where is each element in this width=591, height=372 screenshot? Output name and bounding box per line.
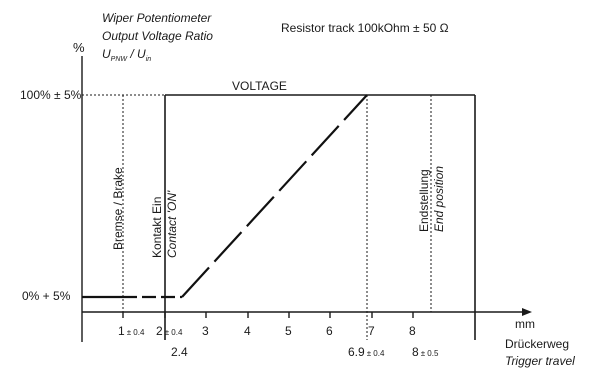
- y-tick-100: 100% ± 5%: [20, 88, 82, 102]
- x-tick-1: 1 ± 0.4: [118, 324, 145, 338]
- end-de-annotation: Endstellung: [417, 169, 431, 232]
- contact-en-annotation: Contact 'ON': [165, 190, 179, 258]
- x-tick-3: 3: [202, 324, 209, 338]
- y-axis-title-line1: Wiper Potentiometer: [102, 11, 212, 25]
- x-tick-5: 5: [285, 324, 292, 338]
- x-tick-4: 4: [244, 324, 251, 338]
- x-sub-6-9: 6.9 ± 0.4: [348, 345, 385, 359]
- x-axis-arrow: [522, 308, 532, 316]
- y-tick-0: 0% + 5%: [22, 289, 71, 303]
- y-axis-unit: %: [73, 40, 85, 55]
- x-axis-unit: mm: [515, 317, 535, 331]
- curve-ramp: [181, 94, 368, 298]
- brake-annotation: Bremse / Brake: [111, 167, 125, 250]
- x-tick-6: 6: [326, 324, 333, 338]
- resistor-track-note: Resistor track 100kOhm ± 50 Ω: [281, 21, 449, 35]
- x-sub-2-4: 2.4: [171, 345, 188, 359]
- x-axis-label-de: Drückerweg: [505, 337, 569, 351]
- y-axis-ratio: UPNW / Uin: [102, 47, 151, 63]
- x-tick-7: 7: [368, 324, 375, 338]
- y-axis-title-line2: Output Voltage Ratio: [102, 29, 213, 43]
- x-tick-8: 8: [409, 324, 416, 338]
- contact-de-annotation: Kontakt Ein: [150, 197, 164, 258]
- end-en-annotation: End position: [432, 166, 446, 232]
- voltage-label: VOLTAGE: [232, 79, 287, 93]
- x-tick-2: 2 ± 0.4: [156, 324, 183, 338]
- x-axis-label-en: Trigger travel: [505, 354, 575, 368]
- x-sub-8: 8 ± 0.5: [412, 345, 439, 359]
